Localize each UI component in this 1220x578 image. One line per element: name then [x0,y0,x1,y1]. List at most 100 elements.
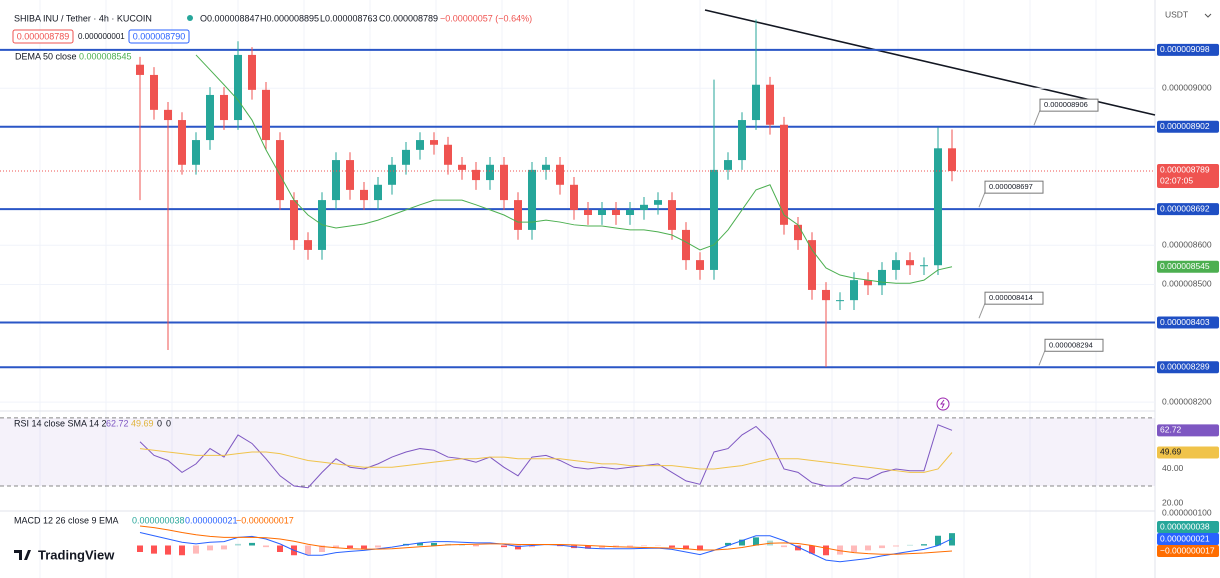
callout-leader [1038,350,1046,366]
macd-histogram-bar [781,545,787,548]
candle-body [346,160,354,190]
candle-body [780,124,788,225]
macd-tag: 0.000000021 [1160,533,1210,543]
candle-body [696,260,704,270]
macd-hist-legend: 0.000000038 [132,515,185,525]
spread: 0.000000001 [78,32,125,41]
signal-tag-bg [1157,545,1219,557]
candle-body [332,160,340,201]
macd-histogram-bar [753,537,759,546]
brand-logo: TradingView [14,547,115,562]
y-tick-label: 40.00 [1162,463,1184,473]
candle-body [178,120,186,165]
rsi-legend-extra: 0 [157,418,162,428]
candle-body [682,229,690,261]
macd-legend-name: MACD 12 26 close 9 EMA [14,515,119,525]
y-tick-label: 0.000000100 [1162,507,1212,517]
rsi-band-fill [0,418,1155,486]
rsi-legend-value: 62.72 [106,418,129,428]
macd-histogram-bar [697,545,703,551]
dropdown-icon[interactable] [1204,13,1212,18]
macd-histogram-bar [333,545,339,549]
candle-body [570,184,578,210]
candle-body [556,164,564,185]
ask-box[interactable] [128,29,190,44]
callout-label: 0.000008697 [989,182,1033,191]
macd-histogram-bar [599,545,605,549]
candle-body [220,94,228,121]
last-price-tag-bg [1157,164,1219,189]
dema-tag-bg [1157,260,1219,273]
lightning-icon [940,399,945,409]
macd-histogram-bar [641,545,647,547]
macd-histogram-bar [235,543,241,546]
ohlc-change: −0.00000057 (−0.64%) [440,13,532,23]
level-tag-bg [1157,361,1219,374]
candle-body [710,169,718,270]
candle-body [262,89,270,141]
callout-box [1039,98,1099,112]
level-tag: 0.000008289 [1160,361,1210,371]
macd-histogram-bar [669,545,675,548]
macd-histogram-bar [893,545,899,547]
rsi-line [139,424,953,489]
callout-leader [1033,109,1041,126]
candle-body [752,84,760,121]
legend: SHIBA INU / Tether · 4h · KUCOIN O0.0000… [12,13,532,525]
candle-body [822,289,830,301]
macd-histogram-bar [795,545,801,551]
ask-price: 0.000008790 [133,31,186,41]
rsi-0-tag: 62.72 [1160,425,1182,435]
candle-body [542,164,550,170]
macd-histogram-bar [501,545,507,548]
candle-body [444,144,452,165]
macd-histogram-bar [277,545,283,552]
candle-body [514,200,522,230]
macd-histogram-bar [249,542,255,546]
candle-body [668,200,676,230]
macd-histogram-bar [431,542,437,546]
candle-body [472,169,480,181]
last-price-tag: 0.000008789 [1160,164,1210,174]
candle-body [920,265,928,267]
level-tag-bg [1157,120,1219,133]
macd-histogram-bar [417,542,423,546]
dema-tag: 0.000008545 [1160,261,1210,271]
macd-histogram-bar [459,544,465,546]
candle-body [248,54,256,90]
candle-body [360,189,368,201]
macd-histogram-bar [879,545,885,549]
trendline [704,9,1156,116]
level-tag-bg [1157,316,1219,329]
macd-histogram-bar [347,545,353,549]
macd-histogram-bar [557,545,563,547]
macd-hist-tag-bg [1157,521,1219,533]
signal-legend: −0.000000017 [236,515,294,525]
dema-legend-value: 0.000008545 [79,51,132,61]
macd-histogram-bar [165,545,171,555]
candle-body [724,160,732,170]
rsi-0-tag-bg [1157,424,1219,437]
bid-box[interactable] [12,29,74,44]
bid-price: 0.000008789 [17,31,70,41]
candle-body [304,240,312,250]
macd-histogram-bar [837,545,843,555]
ohlc-low: L0.000008763 [320,13,378,23]
currency-selector[interactable]: USDT [1165,9,1188,19]
rsi-1-tag: 49.69 [1160,447,1182,457]
macd-histogram-bar [151,545,157,554]
candle-body [892,260,900,270]
y-tick-label: 20.00 [1162,497,1184,507]
candle-body [836,300,844,302]
candle-body [206,94,214,141]
candle-body [878,269,886,286]
macd-histogram-bar [921,544,927,546]
y-tick-label: 0.000008200 [1162,396,1212,406]
candle-body [290,200,298,241]
candle-body [794,224,802,241]
macd-histogram-bar [137,545,143,552]
candle-body [864,280,872,286]
countdown: 02:07:05 [1160,175,1193,185]
logo-mark [14,550,31,560]
vertical-grid [39,0,1097,578]
